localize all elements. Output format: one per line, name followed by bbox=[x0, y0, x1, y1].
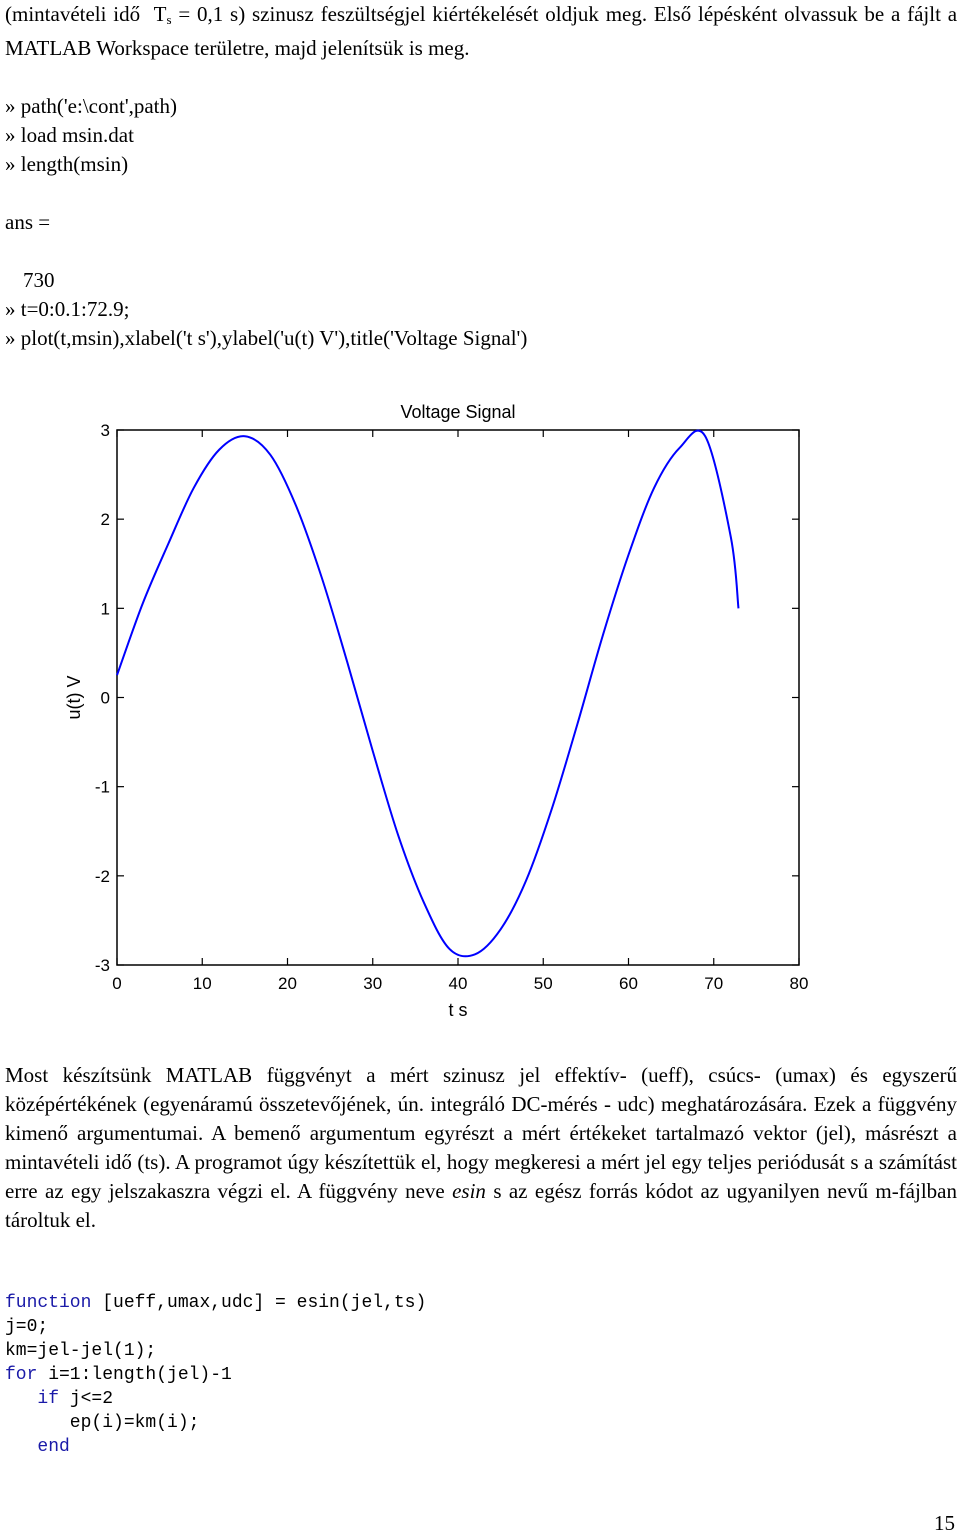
y-tick-label: -3 bbox=[95, 956, 110, 975]
x-tick-label: 70 bbox=[704, 974, 723, 993]
y-axis-label: u(t) V bbox=[64, 675, 84, 719]
plot-frame bbox=[116, 429, 800, 966]
function-name: esin bbox=[452, 1179, 486, 1203]
ans-label: ans = bbox=[5, 210, 51, 234]
y-tick-label: 2 bbox=[101, 510, 110, 529]
command-line: » plot(t,msin),xlabel('t s'),ylabel('u(t… bbox=[5, 326, 528, 350]
command-line: » load msin.dat bbox=[5, 123, 134, 147]
code-listing: function [ueff,umax,udc] = esin(jel,ts) j… bbox=[5, 1291, 426, 1459]
x-axis-label: t s bbox=[448, 1000, 467, 1020]
command-line: » t=0:0.1:72.9; bbox=[5, 297, 130, 321]
code-line: end bbox=[37, 1437, 70, 1457]
x-tick-label: 60 bbox=[619, 974, 638, 993]
ts-symbol: Ts = 0,1 s bbox=[153, 2, 239, 27]
x-tick-label: 50 bbox=[534, 974, 553, 993]
x-tick-label: 40 bbox=[449, 974, 468, 993]
chart-title: Voltage Signal bbox=[400, 402, 515, 422]
code-line: function [ueff,umax,udc] = esin(jel,ts) bbox=[5, 1293, 427, 1313]
code-line: for i=1:length(jel)-1 bbox=[5, 1365, 232, 1385]
intro-pre: (mintavételi idő bbox=[5, 2, 141, 26]
x-tick-label: 80 bbox=[790, 974, 809, 993]
y-tick-label: 3 bbox=[101, 421, 110, 440]
intro-post: ) szinusz feszültségjel kiértékelését ol… bbox=[5, 2, 958, 60]
x-tick-label: 20 bbox=[278, 974, 297, 993]
intro-paragraph: (mintavételi idő Ts = 0,1 s) szinusz fes… bbox=[5, 0, 957, 63]
voltage-series-line bbox=[116, 429, 740, 958]
y-tick-label: -2 bbox=[95, 867, 110, 886]
y-tick-label: -1 bbox=[95, 778, 110, 797]
x-tick-label: 0 bbox=[112, 974, 121, 993]
page-number: 15 bbox=[934, 1511, 955, 1535]
command-line: » path('e:\cont',path) bbox=[5, 94, 178, 118]
code-line: km=jel-jel(1); bbox=[5, 1341, 157, 1361]
y-tick-label: 0 bbox=[101, 689, 110, 708]
x-tick-label: 30 bbox=[363, 974, 382, 993]
code-line: j=0; bbox=[5, 1317, 49, 1337]
ans-value: 730 bbox=[23, 268, 55, 292]
code-line: ep(i)=km(i); bbox=[5, 1413, 200, 1433]
y-tick-label: 1 bbox=[101, 599, 110, 618]
command-line: » length(msin) bbox=[5, 152, 129, 176]
code-line: if j<=2 bbox=[37, 1389, 114, 1409]
description-paragraph: Most készítsünk MATLAB függvényt a mért … bbox=[5, 1063, 957, 1232]
x-tick-label: 10 bbox=[193, 974, 212, 993]
